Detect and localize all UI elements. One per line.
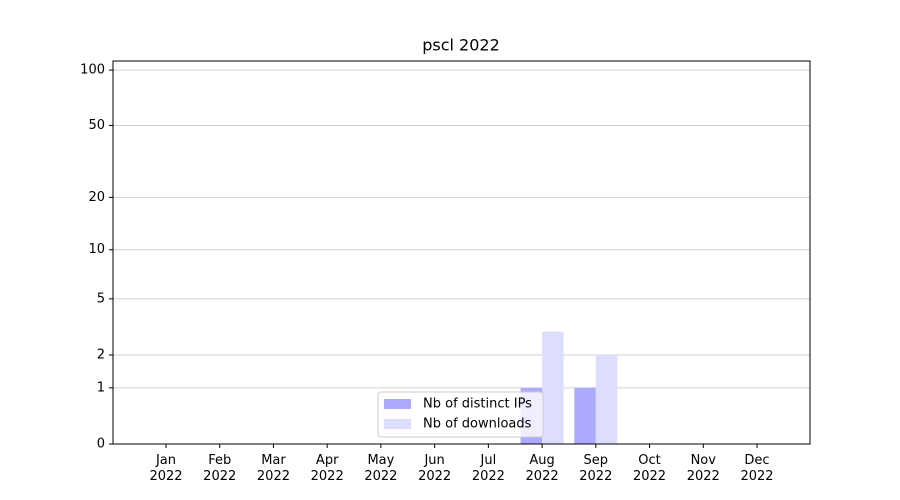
x-tick-label: Oct 2022 [632,453,667,484]
legend-box [377,391,544,438]
y-tick-label: 1 [97,380,105,395]
x-tick-label: Aug 2022 [525,453,559,484]
bar [595,354,618,444]
bar [574,387,596,444]
y-tick-label: 20 [88,190,105,205]
y-tick-label: 10 [88,242,105,257]
legend-swatch [384,419,411,429]
x-tick-label: Jun 2022 [418,453,452,484]
x-tick-label: Feb 2022 [203,453,237,484]
x-tick-label: Nov 2022 [686,453,720,484]
legend-swatch [384,399,411,409]
y-tick-label: 50 [88,118,105,133]
x-tick-label: Jan 2022 [149,453,183,484]
grid [113,69,810,445]
y-tick-label: 0 [97,437,105,452]
x-tick-label: Apr 2022 [310,453,344,484]
y-tick-label: 5 [97,291,105,306]
x-tick-label: Mar 2022 [256,453,290,484]
plot-frame [112,60,811,445]
x-tick-label: Jul 2022 [471,453,505,484]
x-tick-label: Dec 2022 [740,453,774,484]
x-tick-label: May 2022 [364,453,398,484]
legend-label: Nb of distinct IPs [423,397,532,412]
bar [542,331,564,444]
x-tick-label: Sep 2022 [579,453,613,484]
y-tick-label: 100 [80,63,105,78]
legend-label: Nb of downloads [423,417,532,432]
y-tick-label: 2 [97,347,105,362]
chart-title: pscl 2022 [422,36,500,55]
legend: Nb of distinct IPs Nb of downloads [377,391,544,438]
